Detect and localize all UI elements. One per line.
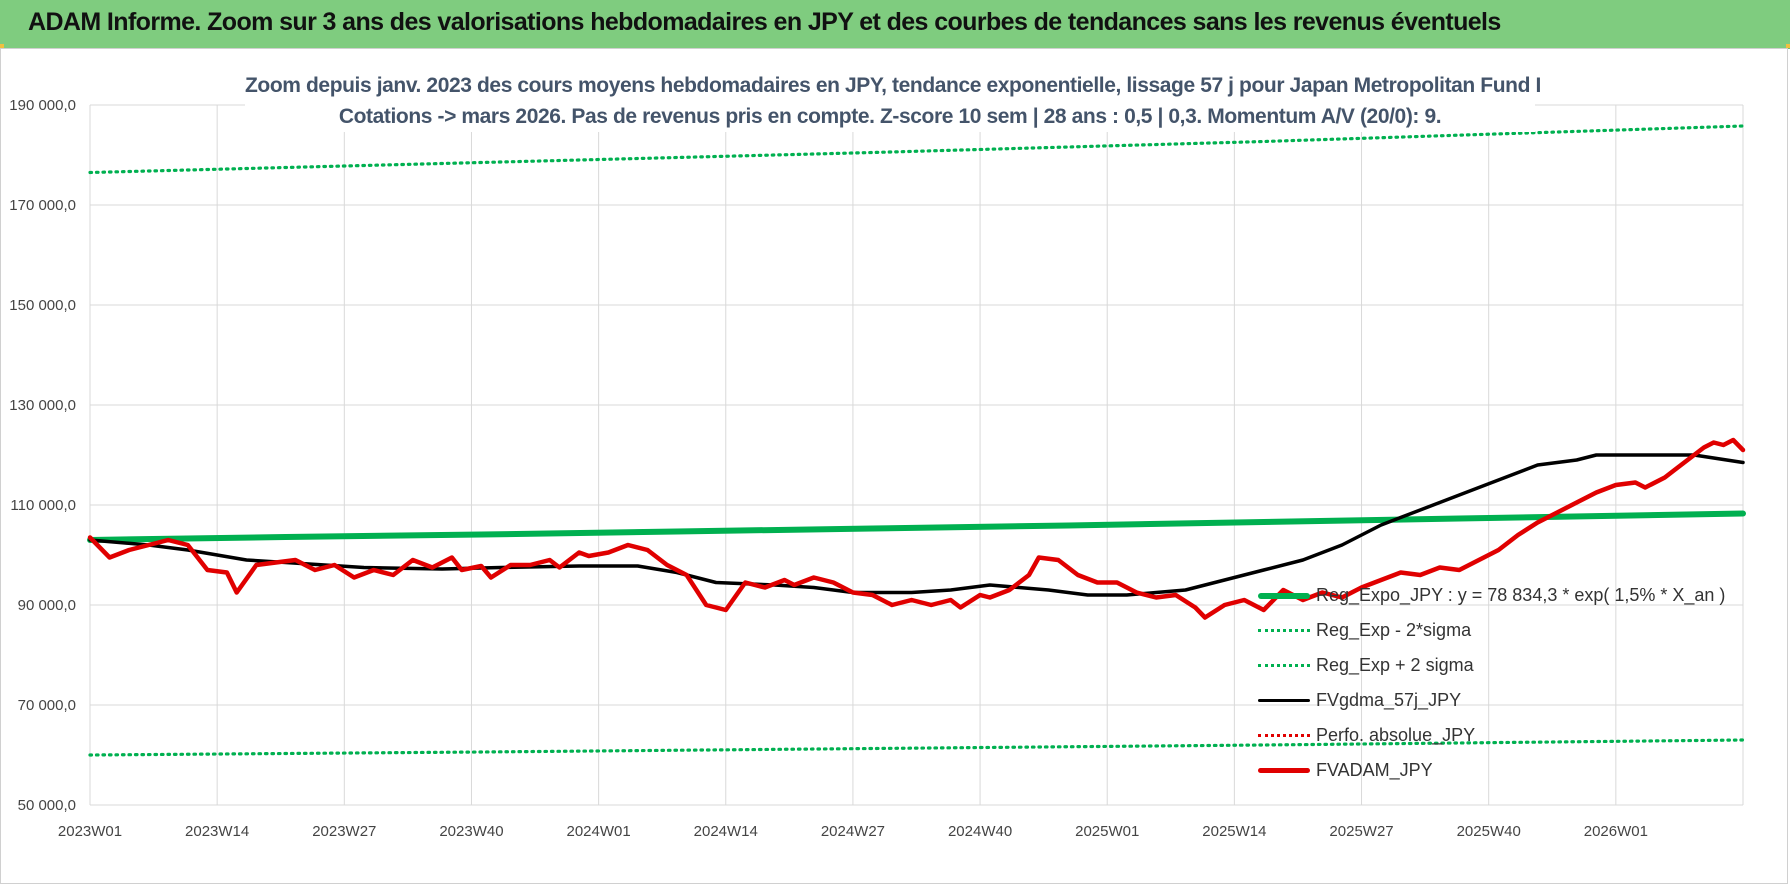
report-banner: ADAM Informe. Zoom sur 3 ans des valoris… [0, 0, 1790, 49]
legend-label: FVADAM_JPY [1316, 760, 1433, 780]
y-tick-label: 150 000,0 [9, 297, 76, 314]
x-tick-label: 2023W14 [185, 823, 249, 840]
y-tick-label: 90 000,0 [18, 597, 76, 614]
legend-label: Reg_Exp + 2 sigma [1316, 655, 1474, 675]
legend-swatch [1258, 734, 1310, 737]
legend-item: Reg_Expo_JPY : y = 78 834,3 * exp( 1,5% … [1258, 578, 1758, 613]
y-tick-label: 110 000,0 [10, 497, 76, 514]
series-line-reg_exp [88, 738, 1745, 757]
x-tick-label: 2025W14 [1202, 823, 1266, 840]
y-tick-label: 50 000,0 [18, 797, 76, 814]
chart-title-line1: Zoom depuis janv. 2023 des cours moyens … [245, 74, 1541, 97]
legend-item: FVgdma_57j_JPY [1258, 683, 1758, 718]
series-line-fvadam_jpy [87, 437, 1746, 620]
legend-swatch [1258, 698, 1310, 703]
legend-swatch [1258, 664, 1310, 667]
legend-swatch [1258, 768, 1310, 773]
x-tick-label: 2023W27 [312, 823, 376, 840]
legend-swatch [1258, 592, 1310, 599]
legend-item: FVADAM_JPY [1258, 753, 1758, 788]
x-tick-label: 2024W01 [567, 823, 631, 840]
legend-item: Reg_Exp + 2 sigma [1258, 648, 1758, 683]
series-line-reg_expo_jpy [87, 510, 1746, 543]
chart-title-line2: Cotations -> mars 2026. Pas de revenus p… [338, 105, 1442, 128]
legend-item: Perfo. absolue_JPY [1258, 718, 1758, 753]
chart-frame [0, 48, 1788, 884]
series-line-fvgdma_57j_jpy [88, 453, 1745, 597]
legend-label: Reg_Exp - 2*sigma [1316, 620, 1472, 640]
chart-legend: Reg_Expo_JPY : y = 78 834,3 * exp( 1,5% … [1258, 578, 1758, 788]
x-tick-label: 2026W01 [1584, 823, 1648, 840]
legend-label: Perfo. absolue_JPY [1316, 725, 1476, 745]
x-tick-label: 2025W40 [1457, 823, 1521, 840]
corner-marker-left [0, 44, 4, 48]
y-tick-label: 190 000,0 [9, 97, 76, 114]
chart-title: Zoom depuis janv. 2023 des cours moyens … [245, 70, 1541, 132]
corner-marker-right [1786, 44, 1790, 48]
legend-label: FVgdma_57j_JPY [1316, 690, 1462, 710]
legend-label: Reg_Expo_JPY : y = 78 834,3 * exp( 1,5% … [1316, 585, 1726, 605]
legend-swatch [1258, 629, 1310, 632]
x-tick-label: 2025W01 [1075, 823, 1139, 840]
banner-title: ADAM Informe. Zoom sur 3 ans des valoris… [28, 8, 1501, 36]
x-tick-label: 2023W01 [58, 823, 122, 840]
x-tick-label: 2024W40 [948, 823, 1012, 840]
y-tick-label: 130 000,0 [9, 397, 76, 414]
legend-item: Reg_Exp - 2*sigma [1258, 613, 1758, 648]
x-tick-label: 2025W27 [1329, 823, 1393, 840]
x-tick-label: 2024W14 [694, 823, 758, 840]
series-line-reg_exp [88, 124, 1745, 175]
x-tick-label: 2024W27 [821, 823, 885, 840]
x-tick-label: 2023W40 [439, 823, 503, 840]
y-tick-label: 170 000,0 [9, 197, 76, 214]
y-tick-label: 70 000,0 [18, 697, 76, 714]
